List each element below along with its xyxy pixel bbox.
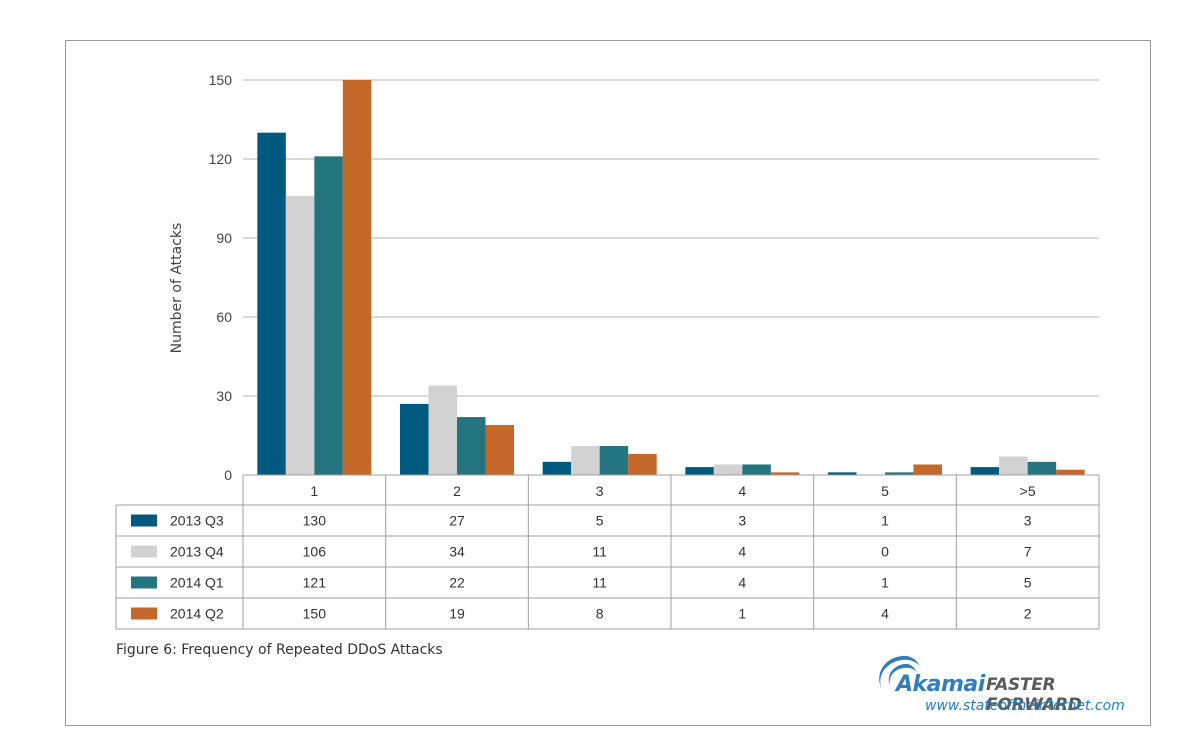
- bar: [457, 417, 486, 475]
- figure-frame: [65, 40, 1151, 726]
- data-label: 7: [1024, 544, 1032, 560]
- x-tick-label: >5: [1020, 483, 1036, 499]
- bar: [342, 80, 372, 475]
- legend-swatch: [131, 545, 157, 558]
- akamai-tagline: FASTER FORWARD: [986, 675, 1082, 715]
- data-label: 106: [303, 544, 327, 560]
- x-tick-label: 4: [738, 483, 746, 499]
- data-label: 150: [303, 606, 327, 622]
- bar: [1056, 469, 1085, 475]
- legend-entry: 2013 Q4: [170, 544, 224, 560]
- y-tick-label: 150: [209, 72, 233, 88]
- y-tick-label: 30: [216, 388, 232, 404]
- figure-caption: Figure 6: Frequency of Repeated DDoS Att…: [116, 642, 443, 658]
- legend-swatch: [131, 576, 157, 589]
- data-label: 121: [303, 575, 327, 591]
- y-tick-label: 0: [224, 467, 232, 483]
- bar: [1027, 461, 1057, 475]
- data-label: 19: [449, 606, 465, 622]
- legend-swatch: [131, 607, 157, 620]
- akamai-url[interactable]: www.stateoftheinternet.com: [925, 698, 1125, 714]
- data-label: 5: [596, 513, 604, 529]
- data-label: 1: [738, 606, 746, 622]
- bar: [428, 385, 457, 475]
- data-label: 8: [596, 606, 604, 622]
- akamai-logo: Akamai FASTER FORWARD www.stateoftheinte…: [872, 650, 1142, 720]
- akamai-brand: Akamai: [896, 672, 985, 697]
- data-label: 27: [449, 513, 465, 529]
- data-label: 4: [738, 544, 746, 560]
- bar: [828, 472, 857, 475]
- x-tick-label: 5: [881, 483, 889, 499]
- akamai-swoosh-icon: [879, 655, 920, 690]
- data-label: 34: [449, 544, 465, 560]
- bar: [257, 132, 286, 475]
- data-label: 11: [592, 544, 607, 560]
- bar: [885, 472, 914, 475]
- bar: [599, 446, 629, 475]
- bar: [285, 195, 315, 475]
- bar: [685, 467, 714, 475]
- bar: [742, 464, 771, 475]
- bar: [628, 453, 657, 475]
- data-label: 1: [881, 575, 889, 591]
- x-tick-label: 1: [310, 483, 318, 499]
- bar: [542, 461, 572, 475]
- bar: [770, 472, 800, 475]
- data-label: 130: [303, 513, 327, 529]
- legend-entry: 2014 Q1: [170, 575, 224, 591]
- bar: [485, 424, 514, 475]
- x-tick-label: 3: [596, 483, 604, 499]
- bar: [400, 403, 429, 475]
- data-label: 3: [738, 513, 746, 529]
- bar: [314, 156, 343, 475]
- y-axis-label: Number of Attacks: [169, 222, 185, 354]
- data-label: 22: [449, 575, 465, 591]
- y-tick-label: 60: [216, 309, 232, 325]
- bar: [713, 464, 743, 475]
- data-label: 4: [738, 575, 746, 591]
- data-label: 0: [881, 544, 889, 560]
- y-tick-label: 120: [209, 151, 233, 167]
- data-label: 4: [881, 606, 889, 622]
- data-label: 5: [1024, 575, 1032, 591]
- data-label: 1: [881, 513, 889, 529]
- data-label: 2: [1024, 606, 1032, 622]
- bar: [571, 446, 600, 475]
- bar: [970, 467, 1000, 475]
- legend-entry: 2013 Q3: [170, 513, 224, 529]
- x-tick-label: 2: [453, 483, 461, 499]
- data-label: 11: [592, 575, 607, 591]
- y-tick-label: 90: [216, 230, 232, 246]
- bar: [999, 456, 1028, 475]
- data-label: 3: [1024, 513, 1032, 529]
- legend-entry: 2014 Q2: [170, 606, 224, 622]
- legend-swatch: [131, 514, 157, 527]
- bar: [913, 464, 942, 475]
